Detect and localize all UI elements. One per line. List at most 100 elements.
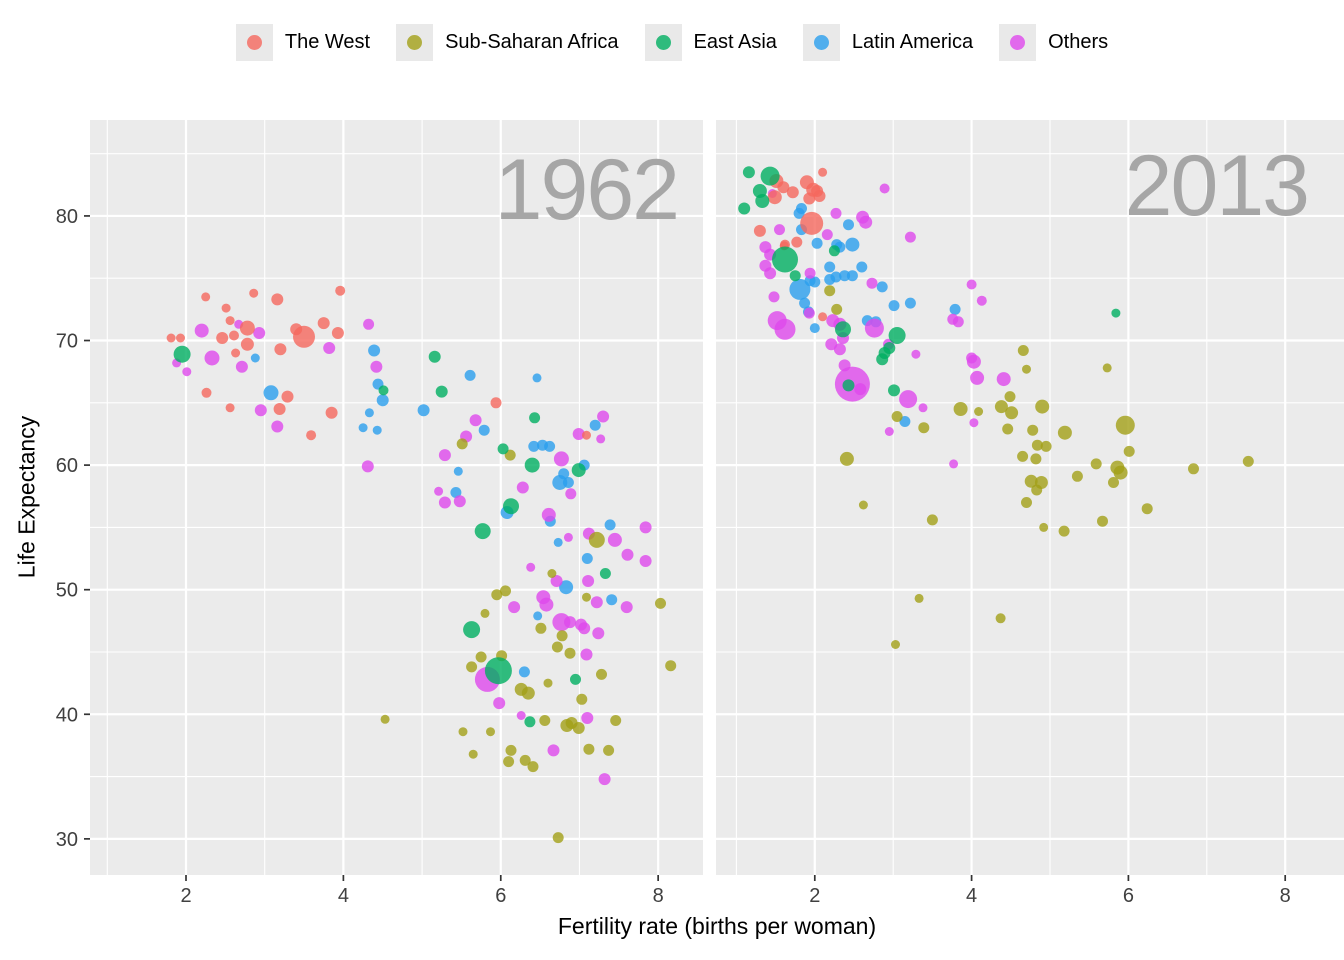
- data-point-latam: [888, 300, 900, 312]
- data-point-africa: [655, 597, 666, 609]
- data-point-west: [166, 333, 176, 343]
- y-tick-label: 60: [56, 455, 78, 477]
- data-point-latam: [553, 537, 563, 547]
- data-point-africa: [588, 531, 605, 548]
- data-point-west: [231, 348, 241, 358]
- data-point-others: [516, 711, 526, 720]
- data-point-africa: [1115, 415, 1135, 435]
- data-point-latam: [552, 475, 568, 490]
- data-point-west: [306, 430, 317, 441]
- data-point-others: [550, 575, 563, 587]
- data-point-africa: [891, 411, 903, 422]
- y-tick-label: 80: [56, 206, 78, 228]
- data-point-eastasia: [842, 379, 855, 392]
- data-point-latam: [364, 408, 374, 418]
- data-point-africa: [1005, 406, 1019, 420]
- data-point-west: [490, 397, 502, 409]
- data-point-eastasia: [571, 463, 586, 478]
- data-point-latam: [532, 373, 542, 383]
- data-point-latam: [904, 297, 916, 309]
- data-point-others: [508, 601, 521, 614]
- data-point-africa: [505, 744, 517, 756]
- data-point-africa: [543, 678, 553, 688]
- data-point-eastasia: [888, 327, 906, 344]
- data-point-africa: [839, 451, 854, 466]
- data-point-africa: [1188, 463, 1199, 475]
- data-point-africa: [486, 727, 495, 737]
- data-point-others: [592, 627, 605, 640]
- data-point-others: [323, 342, 336, 354]
- data-point-eastasia: [883, 342, 896, 354]
- data-point-eastasia: [828, 245, 840, 257]
- data-point-others: [578, 622, 591, 635]
- data-point-latam: [528, 440, 540, 452]
- data-point-africa: [995, 613, 1006, 624]
- legend-dot-icon: [655, 35, 671, 50]
- legend-dot-icon: [813, 35, 829, 50]
- data-point-africa: [1057, 425, 1072, 440]
- data-point-others: [904, 231, 916, 243]
- data-point-west: [225, 403, 235, 413]
- data-point-africa: [1040, 440, 1052, 452]
- legend-item-latam: Latin America: [802, 24, 973, 61]
- data-point-eastasia: [570, 673, 581, 685]
- data-point-africa: [1102, 363, 1112, 373]
- x-axis-title: Fertility rate (births per woman): [557, 913, 877, 939]
- data-point-others: [182, 367, 192, 377]
- data-point-west: [201, 387, 212, 398]
- data-point-eastasia: [738, 202, 751, 215]
- data-point-eastasia: [755, 194, 770, 208]
- data-point-others: [582, 575, 595, 587]
- data-point-africa: [547, 569, 557, 578]
- data-point-latam: [793, 207, 805, 219]
- data-point-others: [774, 224, 785, 236]
- data-point-others: [438, 496, 451, 509]
- data-point-africa: [596, 668, 607, 680]
- data-point-west: [818, 167, 828, 177]
- data-point-latam: [250, 353, 260, 363]
- data-point-latam: [824, 261, 836, 273]
- data-point-others: [952, 316, 964, 328]
- data-point-latam: [846, 270, 858, 282]
- data-point-west: [791, 236, 803, 248]
- legend-key-swatch: [235, 24, 273, 61]
- data-point-others: [553, 451, 569, 467]
- data-point-africa: [974, 407, 984, 416]
- data-point-others: [361, 460, 374, 473]
- data-point-eastasia: [435, 385, 448, 398]
- plot-panel-1962: [90, 120, 703, 875]
- legend-key-swatch: [644, 24, 682, 61]
- data-point-eastasia: [474, 523, 491, 540]
- data-point-others: [253, 327, 266, 339]
- data-point-latam: [464, 369, 476, 381]
- data-point-others: [620, 601, 633, 614]
- data-point-latam: [263, 385, 279, 401]
- legend-dot-icon: [246, 35, 262, 50]
- data-point-africa: [552, 832, 564, 844]
- data-point-africa: [1030, 453, 1042, 465]
- legend-key-swatch: [396, 24, 434, 61]
- data-point-latam: [899, 416, 911, 427]
- data-point-africa: [1242, 455, 1254, 467]
- data-point-eastasia: [888, 384, 900, 397]
- x-tick-label: 6: [495, 885, 506, 907]
- data-point-others: [899, 390, 918, 409]
- data-point-west: [281, 390, 294, 403]
- data-point-eastasia: [876, 353, 889, 366]
- data-point-west: [273, 403, 286, 415]
- data-point-others: [564, 616, 576, 629]
- data-point-africa: [458, 727, 468, 737]
- data-point-eastasia: [835, 321, 851, 338]
- data-point-africa: [380, 714, 390, 724]
- data-point-africa: [953, 402, 968, 416]
- data-point-africa: [582, 592, 591, 602]
- data-point-others: [918, 403, 928, 413]
- data-point-latam: [450, 487, 462, 498]
- data-point-others: [804, 267, 816, 279]
- points-layer-1962: [166, 285, 677, 844]
- x-tick-label: 4: [338, 885, 349, 907]
- data-point-others: [821, 229, 833, 241]
- data-point-africa: [475, 651, 487, 663]
- data-point-others: [966, 354, 981, 369]
